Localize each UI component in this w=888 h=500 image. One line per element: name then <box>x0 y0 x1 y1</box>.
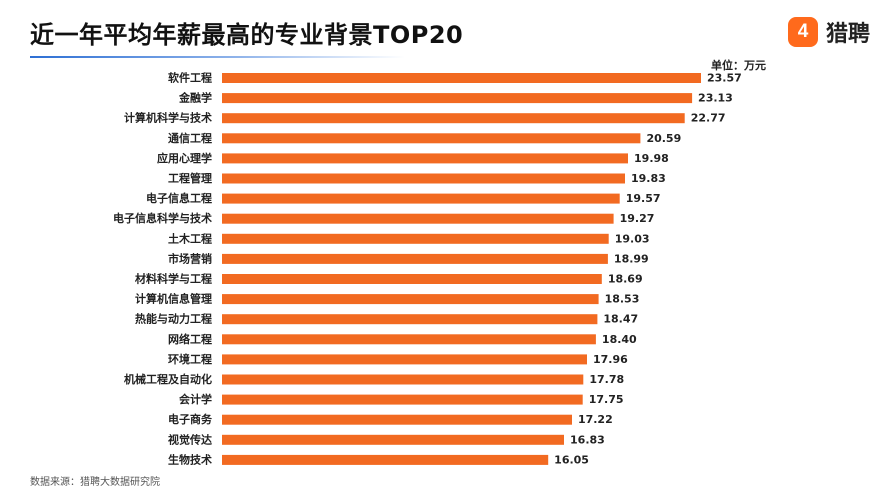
brand-logo: 4 猎聘 <box>787 16 870 48</box>
category-label: 会计学 <box>179 392 212 406</box>
bar <box>222 173 625 184</box>
value-label: 19.03 <box>615 232 650 245</box>
bar <box>222 153 628 164</box>
category-label: 视觉传达 <box>168 432 212 446</box>
value-label: 18.99 <box>614 252 649 265</box>
category-label: 机械工程及自动化 <box>124 372 212 386</box>
bar <box>222 73 701 83</box>
category-label: 应用心理学 <box>157 151 212 165</box>
category-label: 材料科学与工程 <box>135 272 212 286</box>
bar <box>222 294 599 305</box>
page-title: 近一年平均年薪最高的专业背景TOP20 <box>30 21 464 49</box>
category-label: 工程管理 <box>168 171 212 185</box>
value-label: 16.05 <box>554 453 589 466</box>
category-label: 电子商务 <box>168 412 213 426</box>
value-label: 19.27 <box>620 212 655 225</box>
bar <box>222 133 641 144</box>
bar <box>222 374 584 385</box>
bar <box>222 334 596 345</box>
bar <box>222 253 608 264</box>
category-label: 电子信息工程 <box>146 191 212 205</box>
category-label: 生物技术 <box>168 452 212 466</box>
category-label: 软件工程 <box>168 71 212 85</box>
value-label: 17.78 <box>589 373 624 386</box>
value-label: 23.13 <box>698 92 733 105</box>
bar <box>222 193 620 204</box>
value-label: 19.57 <box>626 192 661 205</box>
category-label: 通信工程 <box>168 131 212 145</box>
unit-label: 单位：万元 <box>711 59 766 72</box>
bar <box>222 414 572 425</box>
value-label: 17.22 <box>578 413 613 426</box>
category-label: 热能与动力工程 <box>135 312 212 326</box>
value-label: 23.57 <box>707 72 742 85</box>
category-label: 环境工程 <box>168 352 212 366</box>
bar <box>222 93 693 104</box>
value-label: 18.53 <box>605 293 640 306</box>
bar <box>222 233 609 244</box>
value-label: 19.98 <box>634 152 669 165</box>
category-label: 土木工程 <box>168 231 212 245</box>
brand-name: 猎聘 <box>825 22 870 47</box>
title-underline <box>30 56 405 58</box>
bar <box>222 274 602 284</box>
bar <box>222 354 587 365</box>
liepin-logo-icon: 4 <box>787 17 818 47</box>
category-label: 计算机信息管理 <box>135 292 212 306</box>
bar <box>222 434 564 445</box>
value-label: 17.96 <box>593 353 628 366</box>
bar <box>222 213 614 224</box>
category-label: 网络工程 <box>168 332 212 346</box>
value-label: 18.40 <box>602 333 637 346</box>
value-label: 22.77 <box>691 112 726 125</box>
value-label: 16.83 <box>570 433 605 446</box>
value-label: 18.47 <box>603 313 638 326</box>
category-label: 市场营销 <box>168 251 212 265</box>
bar <box>222 454 549 465</box>
category-label: 电子信息科学与技术 <box>113 211 212 225</box>
value-label: 20.59 <box>646 132 681 145</box>
category-label: 计算机科学与技术 <box>124 111 212 125</box>
data-source: 数据来源：猎聘大数据研究院 <box>30 477 160 488</box>
value-label: 18.69 <box>608 273 643 286</box>
category-label: 金融学 <box>178 91 212 105</box>
bar <box>222 314 598 325</box>
bar <box>222 394 583 405</box>
value-label: 17.75 <box>589 393 624 406</box>
bar <box>222 113 685 124</box>
value-label: 19.83 <box>631 172 666 185</box>
